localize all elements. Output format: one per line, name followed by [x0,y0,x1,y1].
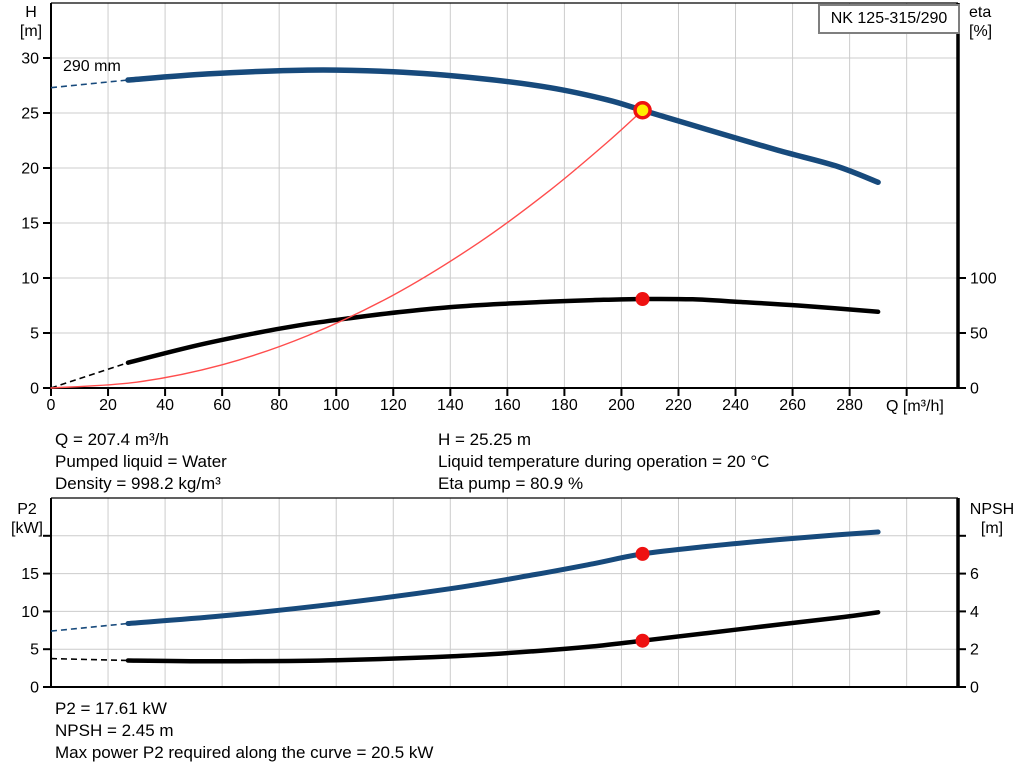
efficiency-curve [125,296,881,365]
x-axis-unit-label: Q [m³/h] [886,398,944,415]
duty-point-p2[interactable] [635,546,650,561]
y-left-tick-label: 30 [21,51,39,68]
y-left-tick-label: 0 [30,680,39,697]
y-left-tick-label: 20 [21,161,39,178]
y-left-tick-label: 10 [21,604,39,621]
pump-model-label: NK 125-315/290 [830,10,948,27]
duty-info-right: H = 25.25 m Liquid temperature during op… [438,429,769,495]
npsh-axis-unit: NPSH [m] [962,500,1022,538]
p2-curve [125,529,881,626]
x-tick-label: 0 [47,397,56,414]
y-right-tick-label: 100 [970,271,997,288]
head-axis-unit-line2: [m] [19,23,43,40]
y-right-tick-label: 50 [970,326,988,343]
duty-npsh-text: NPSH = 2.45 m [55,721,174,740]
x-tick-label: 80 [270,397,288,414]
x-tick-label: 160 [494,397,521,414]
eta-axis-unit: eta [%] [969,3,992,41]
p2-axis-unit-line2: [kW] [11,520,43,537]
y-left-tick-label: 25 [21,106,39,123]
impeller-size-label: 290 mm [63,58,121,75]
density-text: Density = 998.2 kg/m³ [55,474,221,493]
p2-axis-unit: P2 [kW] [6,500,48,538]
x-tick-label: 240 [722,397,749,414]
pumped-liquid-text: Pumped liquid = Water [55,452,227,471]
efficiency-curve-dashed-lead [50,361,129,389]
y-right-tick-label: 0 [970,680,979,697]
y-left-tick-label: 15 [21,566,39,583]
eta-axis-unit-line2: [%] [969,23,993,40]
npsh-axis-unit-line2: [m] [980,520,1004,537]
x-tick-label: 200 [608,397,635,414]
y-left-tick-label: 5 [30,326,39,343]
x-tick-label: 280 [836,397,863,414]
y-right-tick-label: 6 [970,566,979,583]
p2-axis-unit-line1: P2 [17,501,37,518]
p2-curve-dashed-lead [50,622,129,632]
system-curve [50,109,644,389]
y-left-tick-label: 15 [21,216,39,233]
x-tick-label: 120 [380,397,407,414]
x-tick-label: 100 [323,397,350,414]
duty-flow-text: Q = 207.4 m³/h [55,430,169,449]
x-tick-label: 40 [156,397,174,414]
y-left-tick-label: 0 [30,381,39,398]
duty-point-head[interactable] [633,101,652,120]
npsh-curve-dashed-lead [50,657,129,662]
head-curve-290mm [125,67,881,186]
y-left-tick-label: 10 [21,271,39,288]
x-tick-label: 180 [551,397,578,414]
x-tick-label: 140 [437,397,464,414]
qh-eta-chart: 0 20 40 60 80 100 120 140 160 180 200 220 240 260 2800… [21,2,997,414]
head-axis-unit: H [m] [14,3,48,41]
duty-p2-text: P2 = 17.61 kW [55,699,167,718]
head-curve-290mm-dashed-lead [50,79,129,89]
y-right-tick-label: 0 [970,381,979,398]
y-right-tick-label: 4 [970,604,979,621]
y-left-tick-label: 5 [30,642,39,659]
max-power-text: Max power P2 required along the curve = … [55,743,434,762]
x-tick-label: 220 [665,397,692,414]
duty-point-eta[interactable] [635,292,650,307]
duty-head-text: H = 25.25 m [438,430,532,449]
p2-npsh-chart: 0 5 10 15 0 2 4 6 [21,497,979,697]
eta-axis-unit-line1: eta [969,4,992,21]
npsh-axis-unit-line1: NPSH [969,501,1015,518]
liquid-temperature-text: Liquid temperature during operation = 20… [438,452,770,471]
x-tick-label: 20 [99,397,117,414]
x-tick-label: 60 [213,397,231,414]
pump-model-box: NK 125-315/290 [818,4,960,34]
npsh-curve [125,610,881,664]
eta-pump-text: Eta pump = 80.9 % [438,474,584,493]
y-right-tick-label: 2 [970,642,979,659]
duty-info-left: Q = 207.4 m³/h Pumped liquid = Water Den… [55,429,227,495]
duty-point-npsh[interactable] [635,633,650,648]
x-tick-label: 260 [779,397,806,414]
head-axis-unit-line1: H [25,4,37,21]
power-info-block: P2 = 17.61 kW NPSH = 2.45 m Max power P2… [55,698,433,764]
